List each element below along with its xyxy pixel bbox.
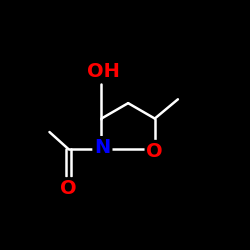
Text: OH: OH — [87, 62, 120, 81]
Text: N: N — [94, 138, 110, 157]
Text: O: O — [146, 142, 163, 161]
Text: N: N — [94, 138, 110, 157]
Text: O: O — [146, 142, 163, 161]
Text: O: O — [60, 179, 77, 198]
Text: OH: OH — [87, 62, 120, 81]
Text: O: O — [60, 179, 77, 198]
